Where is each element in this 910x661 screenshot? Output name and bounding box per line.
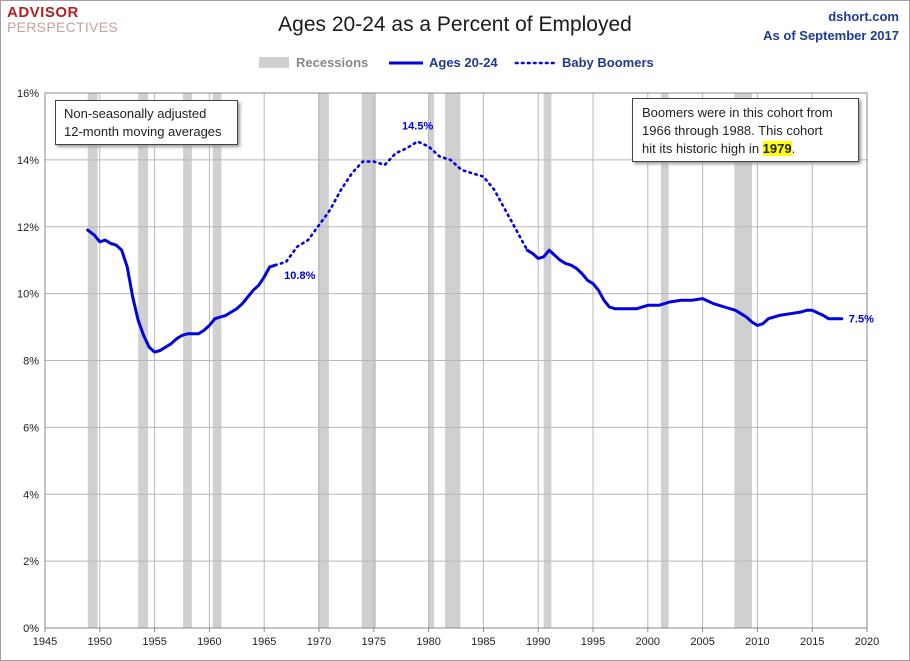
annotation-line-3-prefix: hit its historic high in bbox=[642, 141, 763, 156]
advisor-perspectives-logo: ADVISOR PERSPECTIVES bbox=[7, 5, 118, 34]
as-of-date: As of September 2017 bbox=[763, 28, 899, 43]
x-tick-label-9: 1990 bbox=[526, 636, 550, 648]
x-tick-label-13: 2010 bbox=[745, 636, 769, 648]
x-tick-label-3: 1960 bbox=[197, 636, 221, 648]
methodology-note: Non-seasonally adjusted 12-month moving … bbox=[55, 100, 238, 145]
legend-label-ages: Ages 20-24 bbox=[429, 55, 498, 70]
annotation-highlight-year: 1979 bbox=[762, 141, 792, 156]
y-tick-label-4: 8% bbox=[23, 356, 39, 368]
plot-border bbox=[44, 92, 868, 629]
x-tick-label-8: 1985 bbox=[471, 636, 495, 648]
y-tick-label-2: 4% bbox=[23, 489, 39, 501]
x-tick-label-14: 2015 bbox=[800, 636, 824, 648]
source-site: dshort.com bbox=[828, 9, 899, 24]
series-line-0 bbox=[86, 228, 277, 354]
y-tick-label-5: 10% bbox=[17, 289, 39, 301]
annotation-line-3-suffix: . bbox=[791, 141, 796, 156]
series-line-1 bbox=[273, 140, 529, 267]
x-tick-label-4: 1965 bbox=[252, 636, 276, 648]
data-label-peak: 14.5% bbox=[402, 120, 433, 132]
series-line-2 bbox=[525, 248, 844, 327]
x-tick-label-6: 1975 bbox=[362, 636, 386, 648]
data-label-latest: 7.5% bbox=[849, 314, 874, 326]
legend-label-boomers: Baby Boomers bbox=[562, 55, 654, 70]
data-label-start-boomers: 10.8% bbox=[284, 270, 315, 282]
boomer-annotation: Boomers were in this cohort from 1966 th… bbox=[632, 98, 859, 162]
x-tick-label-15: 2020 bbox=[855, 636, 879, 648]
x-tick-label-12: 2005 bbox=[690, 636, 714, 648]
x-tick-label-7: 1980 bbox=[416, 636, 440, 648]
x-tick-label-1: 1950 bbox=[88, 636, 112, 648]
y-tick-label-1: 2% bbox=[23, 556, 39, 568]
y-tick-label-7: 14% bbox=[17, 155, 39, 167]
x-tick-label-0: 1945 bbox=[33, 636, 57, 648]
y-tick-label-0: 0% bbox=[23, 623, 39, 635]
annotation-line-1: Boomers were in this cohort from bbox=[642, 105, 833, 120]
source-block: dshort.com As of September 2017 bbox=[763, 7, 899, 45]
legend-label-recessions: Recessions bbox=[296, 55, 368, 70]
legend-swatch-recessions bbox=[259, 57, 289, 68]
y-tick-label-6: 12% bbox=[17, 222, 39, 234]
y-tick-label-8: 16% bbox=[17, 88, 39, 100]
x-tick-label-11: 2000 bbox=[636, 636, 660, 648]
x-tick-label-10: 1995 bbox=[581, 636, 605, 648]
logo-top-text: ADVISOR bbox=[7, 4, 79, 21]
x-tick-label-5: 1970 bbox=[307, 636, 331, 648]
y-tick-label-3: 6% bbox=[23, 422, 39, 434]
annotation-line-3: hit its historic high in 1979. bbox=[642, 140, 852, 158]
note-line-2: 12-month moving averages bbox=[64, 124, 222, 139]
note-line-1: Non-seasonally adjusted bbox=[64, 106, 207, 121]
chart-title: Ages 20-24 as a Percent of Employed bbox=[278, 13, 632, 36]
annotation-line-2: 1966 through 1988. This cohort bbox=[642, 123, 823, 138]
x-tick-label-2: 1955 bbox=[142, 636, 166, 648]
logo-bottom-text: PERSPECTIVES bbox=[7, 19, 118, 35]
